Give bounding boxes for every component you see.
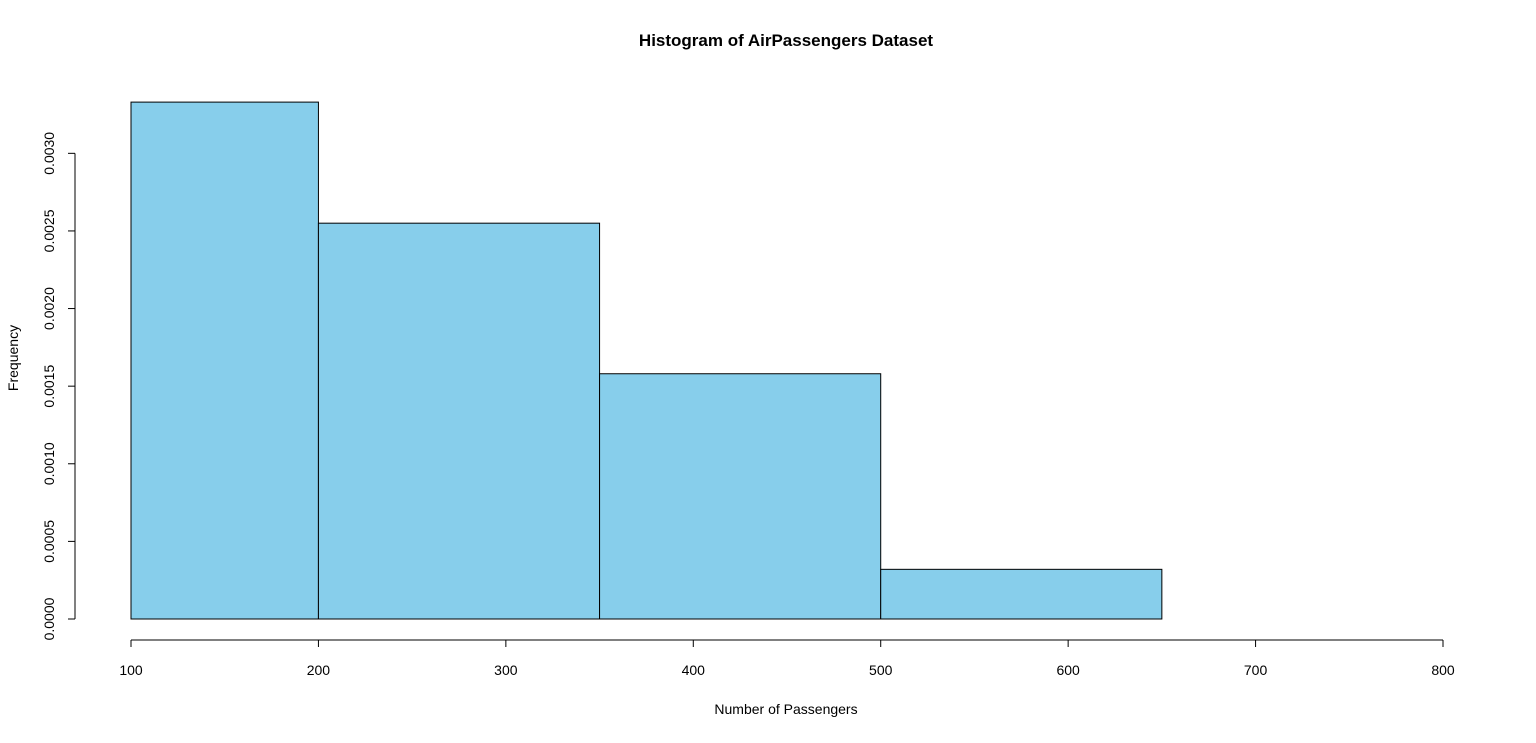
- x-tick-label: 500: [869, 662, 893, 678]
- x-tick-label: 600: [1056, 662, 1080, 678]
- x-tick-label: 100: [119, 662, 143, 678]
- y-tick-label: 0.0005: [41, 520, 57, 563]
- y-tick-label: 0.0030: [41, 132, 57, 175]
- x-tick-label: 800: [1431, 662, 1455, 678]
- x-tick-label: 300: [494, 662, 518, 678]
- bar: [317, 222, 601, 620]
- y-tick-label: 0.0020: [41, 287, 57, 330]
- x-tick-label: 700: [1244, 662, 1268, 678]
- chart-title: Histogram of AirPassengers Dataset: [639, 31, 933, 50]
- bar: [599, 373, 882, 620]
- bar: [880, 568, 1163, 620]
- x-tick-label: 400: [682, 662, 706, 678]
- bar: [130, 101, 319, 620]
- x-axis-label: Number of Passengers: [714, 701, 857, 717]
- y-tick-label: 0.0025: [41, 209, 57, 252]
- y-axis-label: Frequency: [5, 325, 21, 391]
- y-tick-label: 0.0015: [41, 365, 57, 408]
- y-tick-label: 0.0000: [41, 597, 57, 640]
- x-tick-label: 200: [307, 662, 331, 678]
- y-tick-label: 0.0010: [41, 442, 57, 485]
